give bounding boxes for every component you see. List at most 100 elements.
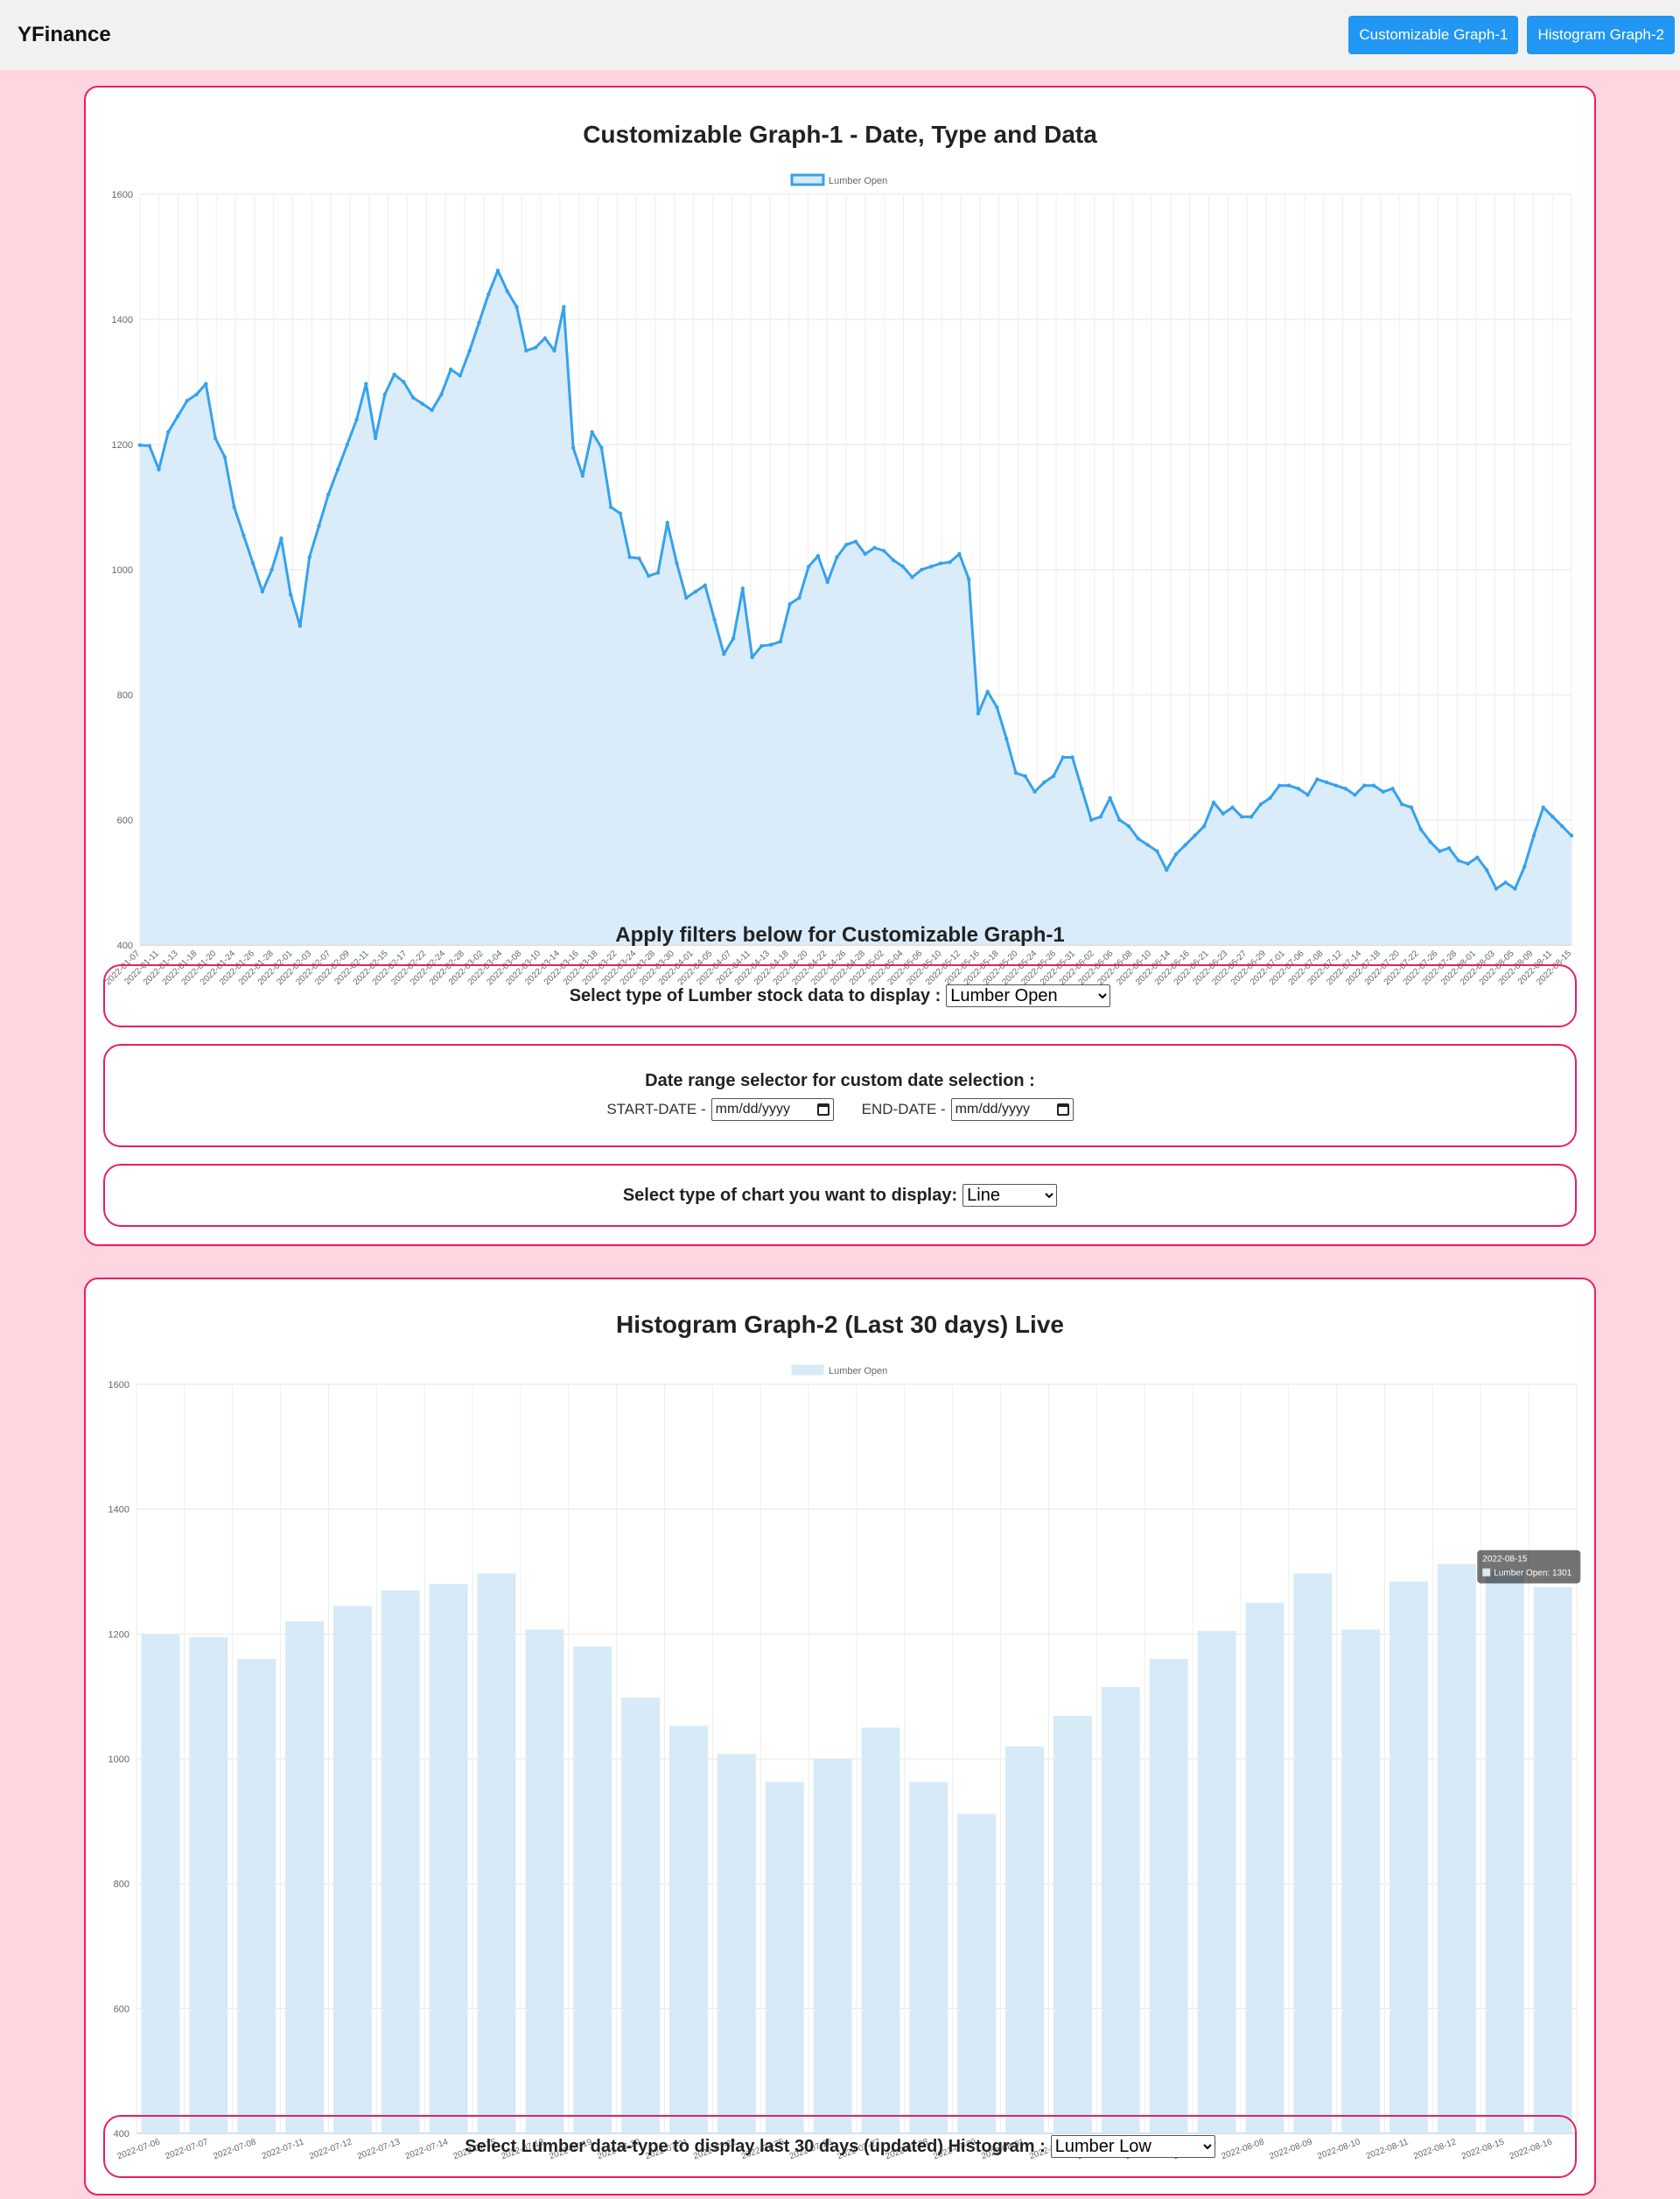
data-point (853, 539, 858, 544)
y-tick-label: 600 (114, 2004, 130, 2014)
data-point (647, 573, 651, 578)
series-area (140, 270, 1572, 945)
calendar-icon[interactable] (1056, 1103, 1069, 1116)
calendar-icon[interactable] (816, 1103, 830, 1116)
brand-logo[interactable]: YFinance (18, 23, 111, 46)
chart-type-filter-box: Select type of chart you want to display… (103, 1164, 1577, 1227)
customizable-graph-1-button[interactable]: Customizable Graph-1 (1348, 16, 1519, 54)
data-point (910, 575, 914, 579)
data-point (222, 455, 228, 459)
data-point (1475, 855, 1480, 860)
data-point (1240, 815, 1244, 819)
data-point (1136, 837, 1141, 841)
line-chart: 40060080010001200140016002022-01-072022-… (103, 173, 1573, 987)
data-point (1296, 787, 1301, 791)
bar (381, 1590, 420, 2133)
bar (1341, 1629, 1381, 2133)
chart-type-label: Select type of chart you want to display… (622, 1185, 958, 1205)
data-point (137, 443, 143, 447)
bar (429, 1584, 468, 2133)
data-point (1334, 783, 1339, 788)
bar (1149, 1658, 1188, 2133)
data-point (1456, 858, 1461, 863)
data-point (1541, 805, 1545, 809)
data-point (1446, 845, 1452, 851)
data-point (420, 402, 425, 406)
data-point (1193, 833, 1197, 838)
data-point (1418, 827, 1423, 831)
data-point (985, 690, 990, 694)
data-point (1080, 787, 1084, 791)
bar (1245, 1602, 1284, 2133)
data-point (204, 382, 208, 386)
data-point (693, 589, 698, 594)
data-point (1230, 805, 1235, 809)
graph2-title: Histogram Graph-2 (Last 30 days) Live (616, 1311, 1064, 1338)
chart-tooltip: 2022-08-15 Lumber Open: 1301 (1477, 1550, 1581, 1584)
data-point (1249, 815, 1254, 819)
data-point (194, 392, 199, 396)
data-point (1051, 774, 1056, 779)
histogram-graph-2-button[interactable]: Histogram Graph-2 (1527, 16, 1675, 54)
bar (141, 1635, 180, 2133)
data-point (166, 430, 171, 434)
data-point (1145, 843, 1150, 847)
end-date-input[interactable]: mm/dd/yyyy (950, 1097, 1074, 1121)
bar (1390, 1581, 1428, 2133)
data-point (900, 564, 906, 569)
tooltip-box (1477, 1550, 1581, 1584)
data-point (1155, 849, 1159, 853)
data-point (1258, 802, 1264, 807)
bar (1197, 1630, 1236, 2133)
bar (189, 1636, 228, 2133)
data-point (477, 320, 481, 325)
data-point (637, 556, 641, 561)
data-point (750, 655, 754, 660)
bar (621, 1698, 661, 2133)
y-tick-label: 1400 (112, 315, 133, 326)
bar (1005, 1746, 1044, 2133)
data-point (684, 595, 689, 600)
data-point (920, 567, 924, 572)
data-point (825, 580, 830, 585)
data-point (1466, 861, 1470, 866)
y-tick-label: 800 (117, 690, 133, 701)
data-point (844, 543, 849, 547)
lumber-type-select[interactable]: Lumber Open (946, 984, 1111, 1007)
start-date-input[interactable]: mm/dd/yyyy (710, 1097, 834, 1121)
legend-swatch (790, 173, 825, 186)
data-point (882, 549, 886, 553)
start-date-placeholder: mm/dd/yyyy (715, 1101, 790, 1117)
histogram-type-filter-box: Select Lumber data-type to display last … (103, 2115, 1577, 2178)
data-point (570, 445, 576, 450)
data-point (816, 554, 821, 558)
data-point (1221, 811, 1225, 816)
data-point (147, 444, 151, 448)
data-point (1278, 783, 1282, 788)
histogram-type-label: Select Lumber data-type to display last … (465, 2136, 1046, 2156)
data-point (1362, 783, 1367, 788)
data-point (976, 711, 981, 716)
data-point (430, 408, 434, 412)
data-point (1390, 787, 1395, 791)
y-tick-label: 1000 (108, 1754, 130, 1765)
data-point (382, 392, 388, 396)
bar (332, 1606, 372, 2133)
data-point (655, 571, 661, 575)
y-tick-label: 600 (117, 816, 133, 826)
filters-title: Apply filters below for Customizable Gra… (615, 923, 1065, 947)
y-tick-label: 1200 (112, 440, 133, 451)
data-point (778, 640, 783, 644)
data-point (722, 652, 726, 656)
bar (1437, 1564, 1476, 2133)
chart-type-select[interactable]: Line (962, 1184, 1058, 1207)
data-point (1164, 868, 1169, 872)
histogram-type-select[interactable]: Lumber Low (1050, 2135, 1215, 2158)
data-point (1400, 802, 1404, 807)
data-point (1503, 880, 1508, 885)
data-point (298, 624, 303, 628)
data-point (1117, 817, 1122, 823)
bar (525, 1629, 564, 2133)
data-point (1126, 823, 1131, 829)
